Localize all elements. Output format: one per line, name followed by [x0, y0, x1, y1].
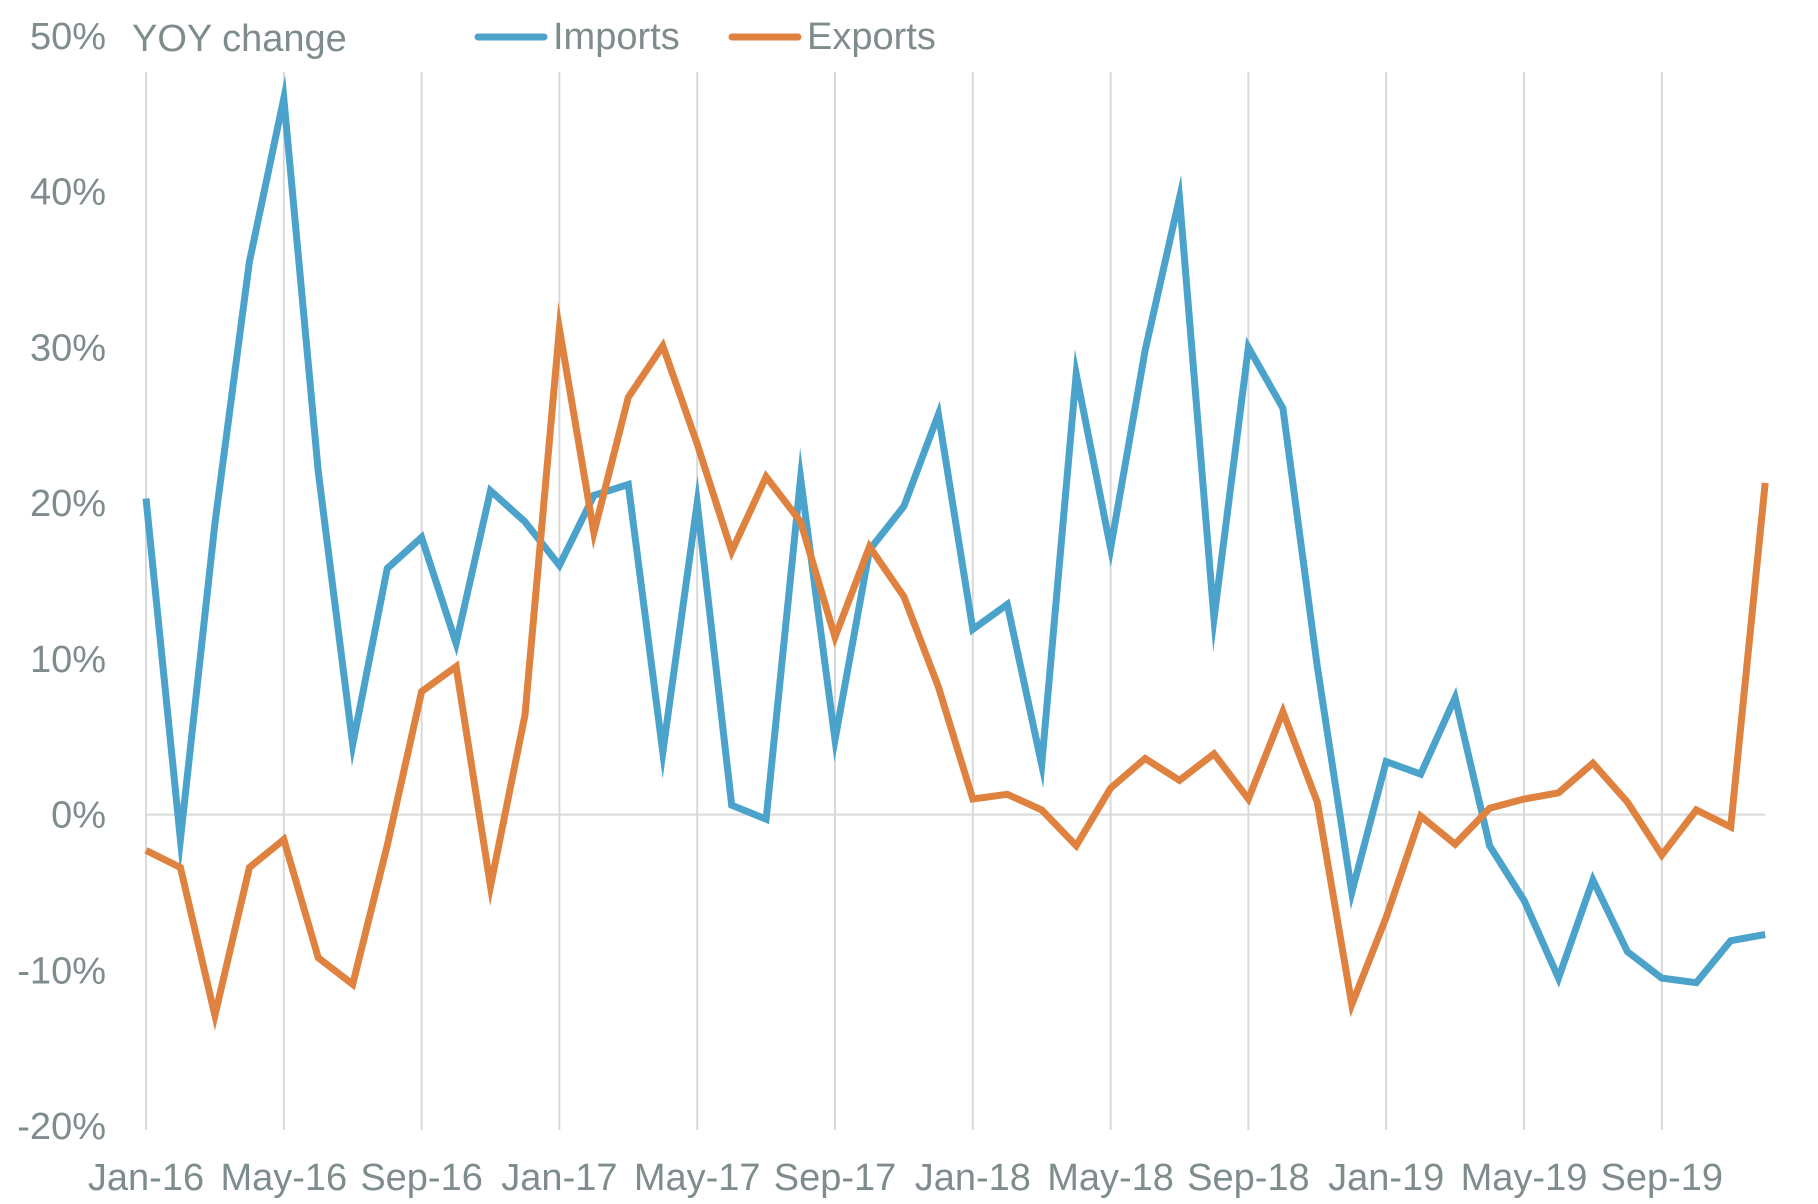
x-axis-tick-labels: Jan-16 May-16 Sep-16 Jan-17 May-17 Sep-17 Jan-… — [88, 1157, 1723, 1199]
x-tick-label: Sep-18 — [1187, 1157, 1310, 1199]
x-tick-label: May-16 — [220, 1157, 347, 1199]
legend: Imports Exports — [474, 16, 936, 58]
x-tick-label: Sep-19 — [1601, 1157, 1724, 1199]
x-tick-label: May-19 — [1461, 1157, 1588, 1199]
x-tick-label: Sep-16 — [360, 1157, 483, 1199]
y-tick-label: 20% — [30, 483, 106, 525]
series-line-exports — [144, 301, 1769, 1031]
x-tick-label: May-18 — [1047, 1157, 1174, 1199]
series-line-imports — [142, 74, 1766, 988]
y-axis-label: YOY change — [132, 18, 347, 60]
legend-label-imports: Imports — [553, 16, 680, 58]
y-tick-label: 0% — [51, 795, 106, 837]
x-tick-label: Jan-18 — [915, 1157, 1031, 1199]
x-tick-label: Jan-16 — [88, 1157, 204, 1199]
series-lines — [142, 74, 1769, 1031]
y-tick-label: 40% — [30, 172, 106, 214]
x-tick-label: Jan-17 — [501, 1157, 617, 1199]
x-tick-label: Sep-17 — [774, 1157, 897, 1199]
x-tick-label: Jan-19 — [1328, 1157, 1444, 1199]
legend-label-exports: Exports — [807, 16, 936, 58]
y-tick-label: 10% — [30, 639, 106, 681]
x-tick-label: May-17 — [634, 1157, 761, 1199]
y-tick-label: -10% — [17, 950, 106, 992]
y-tick-label: 30% — [30, 327, 106, 369]
y-axis-tick-labels: -20% -10% 0% 10% 20% 30% 40% 50% — [17, 16, 106, 1148]
y-tick-label: -20% — [17, 1106, 106, 1148]
gridlines — [145, 72, 1663, 1130]
y-tick-label: 50% — [30, 16, 106, 58]
